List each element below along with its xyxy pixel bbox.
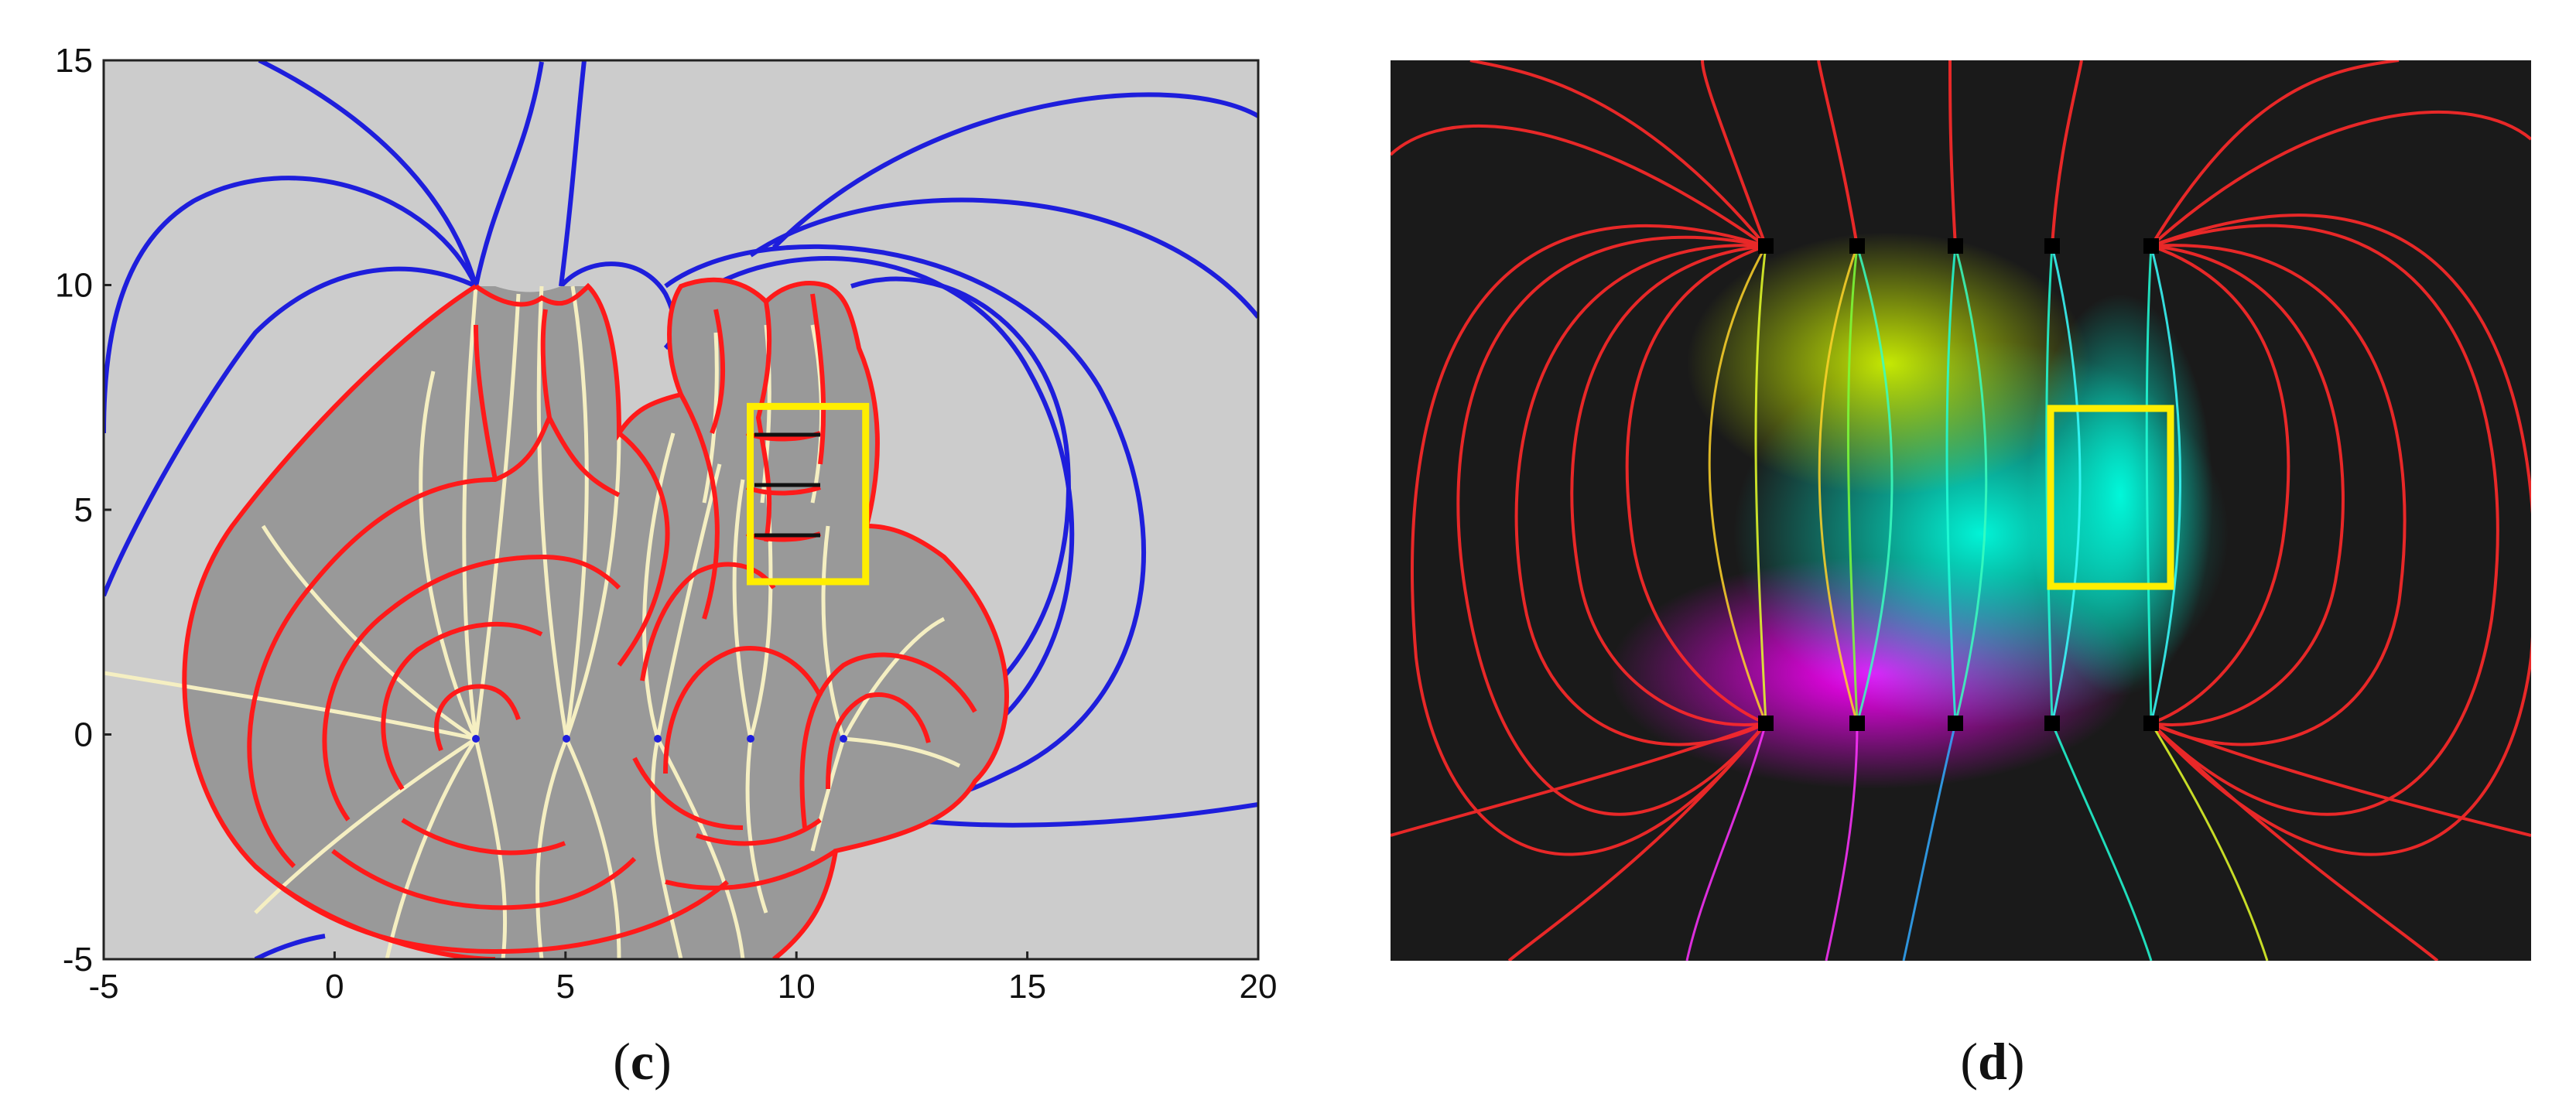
y-tick-label: 0: [74, 716, 93, 754]
x-tick-label: 20: [1240, 968, 1278, 1006]
highlight-box: [747, 402, 870, 586]
inner-field-lines: [1685, 245, 2269, 961]
x-tick-label: 10: [778, 968, 816, 1006]
y-tick-label: 5: [74, 491, 93, 529]
box-lines: [754, 432, 820, 538]
x-tick-label: 5: [556, 968, 575, 1006]
x-tick-label: 0: [325, 968, 344, 1006]
yellow-glow: [1687, 232, 2089, 495]
x-tick-label: 15: [1008, 968, 1046, 1006]
x-axis: -5 0 5 10 15 20: [88, 951, 1277, 1006]
x-tick-label: -5: [88, 968, 118, 1006]
simulation-image: [1391, 60, 2531, 961]
source-points: [472, 735, 847, 743]
y-tick-label: -5: [63, 941, 93, 979]
contour-lines: [182, 277, 1009, 959]
y-axis: -5 0 5 10 15: [55, 42, 111, 979]
outer-field-lines: [1391, 60, 2531, 961]
caption-c: (c): [613, 1032, 672, 1091]
inner-field-lines: [104, 285, 961, 959]
highlight-box-right: [2047, 405, 2174, 590]
y-tick-label: 15: [55, 42, 93, 80]
cyan-glow-right: [2027, 294, 2213, 696]
caption-d: (d): [1960, 1032, 2024, 1091]
contour-plot: -5 0 5 10 15 20 -5 0 5 10 15: [55, 42, 1277, 1006]
y-tick-label: 10: [55, 267, 93, 305]
pole-markers: [1758, 238, 2159, 731]
